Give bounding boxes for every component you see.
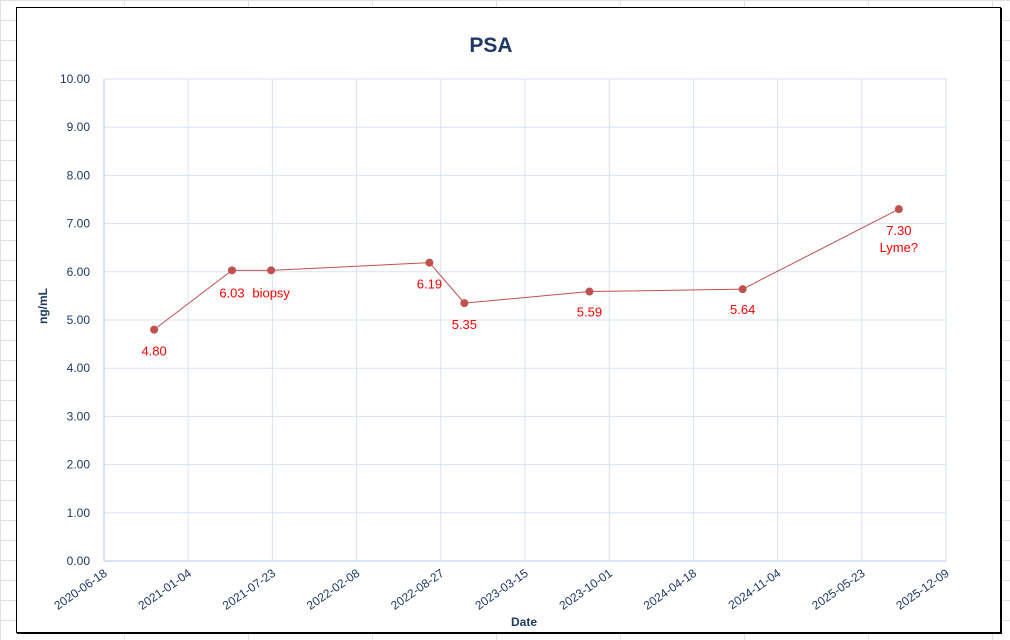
data-point xyxy=(267,266,276,275)
y-tick-label: 0.00 xyxy=(67,554,91,568)
y-tick-label: 8.00 xyxy=(67,168,91,182)
y-tick-label: 2.00 xyxy=(67,458,91,472)
data-point xyxy=(425,258,434,267)
y-tick-label: 4.00 xyxy=(67,361,91,375)
data-point xyxy=(150,325,159,334)
y-tick-label: 1.00 xyxy=(67,506,91,520)
y-tick-label: 10.00 xyxy=(60,72,90,86)
x-tick-label: 2025-12-09 xyxy=(893,566,952,613)
y-tick-label: 5.00 xyxy=(67,313,91,327)
y-tick-label: 7.00 xyxy=(67,217,91,231)
x-tick-label: 2021-07-23 xyxy=(220,566,279,613)
data-point xyxy=(460,299,469,308)
chart-area[interactable]: PSA 0.00 1.00 2.00 3.00 4.00 5.00 6.00 7.00 8.00… xyxy=(16,7,1001,633)
y-tick-label: 9.00 xyxy=(67,120,91,134)
data-label: 4.80 xyxy=(141,344,166,359)
x-tick-label: 2024-04-18 xyxy=(641,566,700,613)
x-tick-label: 2021-01-04 xyxy=(136,566,195,613)
data-point xyxy=(227,266,236,275)
x-tick-label: 2022-02-08 xyxy=(304,566,363,613)
y-tick-label: 6.00 xyxy=(67,265,91,279)
data-label: biopsy xyxy=(252,285,290,300)
data-label: 5.35 xyxy=(452,317,477,332)
x-tick-label: 2023-10-01 xyxy=(557,566,616,613)
y-tick-label: 3.00 xyxy=(67,409,91,423)
data-point xyxy=(738,285,747,294)
psa-line-chart: PSA 0.00 1.00 2.00 3.00 4.00 5.00 6.00 7.00 8.00… xyxy=(36,34,952,629)
chart-title: PSA xyxy=(469,34,512,57)
data-label: 5.64 xyxy=(730,302,755,317)
x-tick-label: 2022-08-27 xyxy=(388,566,447,613)
x-axis-title: Date xyxy=(511,615,537,629)
x-tick-label: 2025-05-23 xyxy=(809,566,868,613)
series-line xyxy=(153,208,900,331)
data-label-note: Lyme? xyxy=(880,240,919,255)
x-tick-label: 2023-03-15 xyxy=(472,566,531,613)
data-point xyxy=(585,287,594,296)
x-tick-label: 2024-11-04 xyxy=(726,566,784,612)
data-point xyxy=(894,205,903,214)
y-axis-title: ng/mL xyxy=(36,288,50,324)
x-tick-label: 2020-06-18 xyxy=(51,566,110,613)
data-label: 6.19 xyxy=(417,277,442,292)
data-label: 6.03 xyxy=(219,285,244,300)
data-label: 5.59 xyxy=(577,305,602,320)
data-label: 7.30 xyxy=(886,223,911,238)
